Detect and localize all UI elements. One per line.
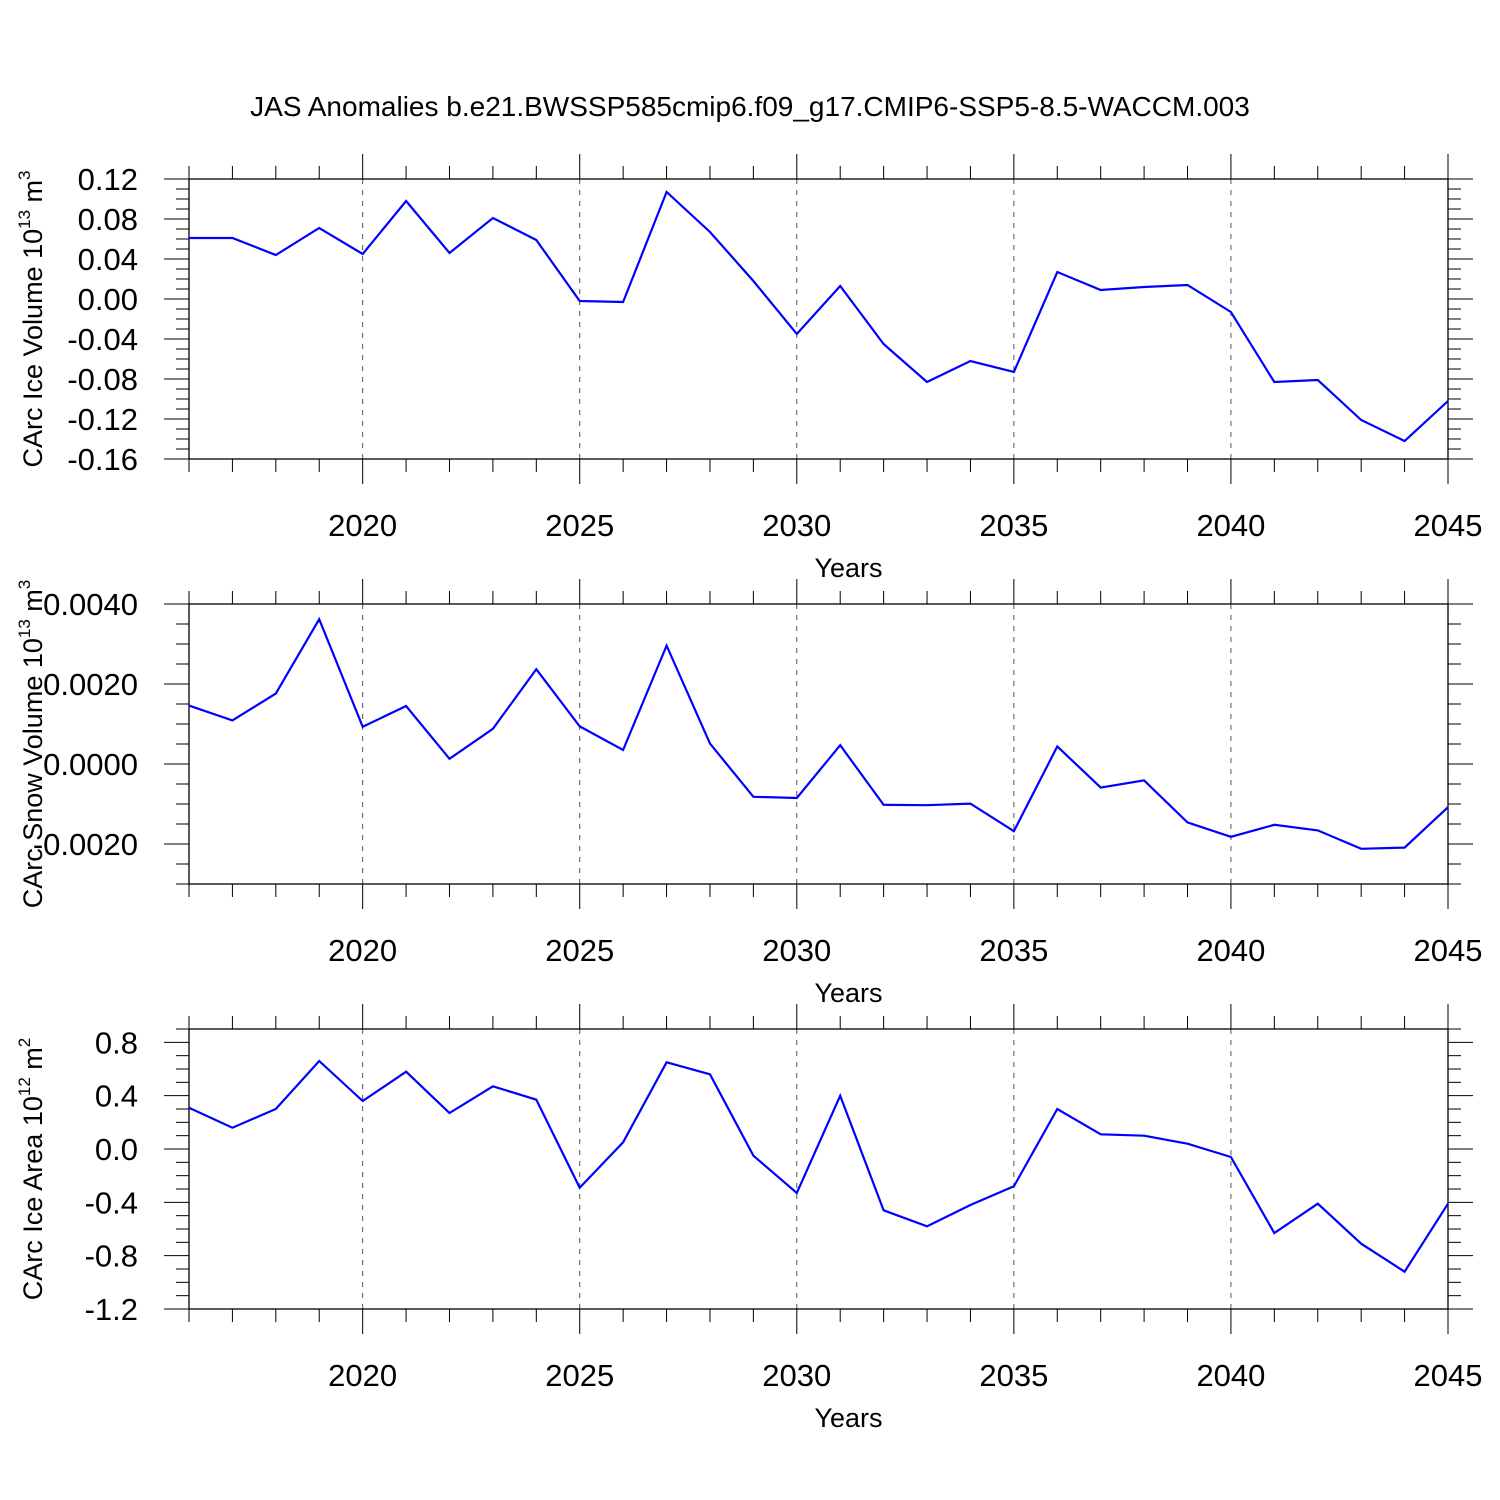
y-tick-label-0.0: 0.0 <box>95 1132 138 1167</box>
y-axis-title-text: CArc Ice Area 10 <box>18 1096 48 1300</box>
y-axis-title: CArc Ice Area 1012 m2 <box>15 1038 48 1301</box>
y-axis-title-unit: m <box>18 1047 48 1077</box>
series-line-1 <box>189 190 1449 443</box>
series-line-1 <box>188 616 1449 850</box>
y-tick-label-0.04: 0.04 <box>78 242 138 277</box>
x-tick-label-2020: 2020 <box>328 508 397 543</box>
y-tick-label-0.00: 0.00 <box>78 282 138 317</box>
y-tick-label-0.0000: 0.0000 <box>43 747 138 782</box>
figure-title: JAS Anomalies b.e21.BWSSP585cmip6.f09_g1… <box>250 91 1250 122</box>
y-axis-title: CArc Ice Volume 1013 m3 <box>15 170 48 467</box>
x-tick-label-2045: 2045 <box>1414 933 1483 968</box>
y-tick-label--0.16: -0.16 <box>67 442 138 477</box>
x-tick-label-2025: 2025 <box>545 508 614 543</box>
x-tick-label-2030: 2030 <box>762 1358 831 1393</box>
x-tick-label-2045: 2045 <box>1414 1358 1483 1393</box>
x-axis-title: Years <box>814 553 882 583</box>
plot-frame <box>188 603 1449 885</box>
panel-1: 2020 2025 2030 2035 2040 2045 -0.16 -0.12 -0.08 -… <box>15 154 1482 583</box>
y-tick-label--0.0020: -0.0020 <box>33 827 138 862</box>
y-tick-label-0.0020: 0.0020 <box>43 667 138 702</box>
plot-frame <box>188 178 1449 460</box>
y-axis-title-text: CArc Ice Volume 10 <box>18 229 48 468</box>
y-tick-label--0.4: -0.4 <box>85 1185 138 1220</box>
y-tick-label--0.12: -0.12 <box>67 402 138 437</box>
x-tick-label-2025: 2025 <box>545 1358 614 1393</box>
series-line-1 <box>188 1059 1449 1274</box>
x-tick-label-2030: 2030 <box>762 508 831 543</box>
y-axis-title-unit: m <box>18 180 48 210</box>
y-tick-label-0.08: 0.08 <box>78 202 138 237</box>
y-tick-label-0.0040: 0.0040 <box>43 587 138 622</box>
y-axis-title-unit-exponent: 3 <box>15 580 34 589</box>
y-tick-label-0.12: 0.12 <box>78 162 138 197</box>
x-tick-label-2030: 2030 <box>762 933 831 968</box>
x-tick-label-2035: 2035 <box>979 1358 1048 1393</box>
x-tick-label-2020: 2020 <box>328 1358 397 1393</box>
y-axis-title-exponent: 13 <box>15 619 34 638</box>
y-tick-label--0.04: -0.04 <box>67 322 138 357</box>
y-tick-label--0.08: -0.08 <box>67 362 138 397</box>
plot-frame <box>188 1028 1449 1310</box>
x-axis-title: Years <box>814 978 882 1008</box>
panel-3: 2020 2025 2030 2035 2040 2045 -1.2 -0.8 -0.4 0.0 0… <box>15 1004 1482 1433</box>
x-tick-label-2020: 2020 <box>328 933 397 968</box>
x-tick-label-2045: 2045 <box>1414 508 1483 543</box>
x-tick-label-2040: 2040 <box>1196 1358 1265 1393</box>
x-tick-label-2040: 2040 <box>1196 508 1265 543</box>
panels: 2020 2025 2030 2035 2040 2045 -0.16 -0.12 -0.08 -… <box>15 154 1482 1433</box>
y-axis-title-unit-exponent: 2 <box>15 1038 34 1047</box>
x-axis-title: Years <box>814 1403 882 1433</box>
x-tick-label-2035: 2035 <box>979 508 1048 543</box>
y-axis-title-unit: m <box>18 589 48 619</box>
y-tick-label-0.4: 0.4 <box>95 1079 138 1114</box>
y-tick-label--0.8: -0.8 <box>85 1239 138 1274</box>
y-tick-label--1.2: -1.2 <box>85 1292 138 1327</box>
panel-2: 2020 2025 2030 2035 2040 2045 -0.0020 0.0000 0.0… <box>15 579 1482 1008</box>
x-tick-label-2035: 2035 <box>979 933 1048 968</box>
y-axis-title: CArc Snow Volume 1013 m3 <box>15 580 48 909</box>
y-axis-title-exponent: 13 <box>15 210 34 229</box>
y-tick-label-0.8: 0.8 <box>95 1025 138 1060</box>
y-axis-title-exponent: 12 <box>15 1077 34 1096</box>
x-tick-label-2025: 2025 <box>545 933 614 968</box>
x-tick-label-2040: 2040 <box>1196 933 1265 968</box>
y-axis-title-text: CArc Snow Volume 10 <box>18 638 48 908</box>
y-axis-title-unit-exponent: 3 <box>15 170 34 179</box>
